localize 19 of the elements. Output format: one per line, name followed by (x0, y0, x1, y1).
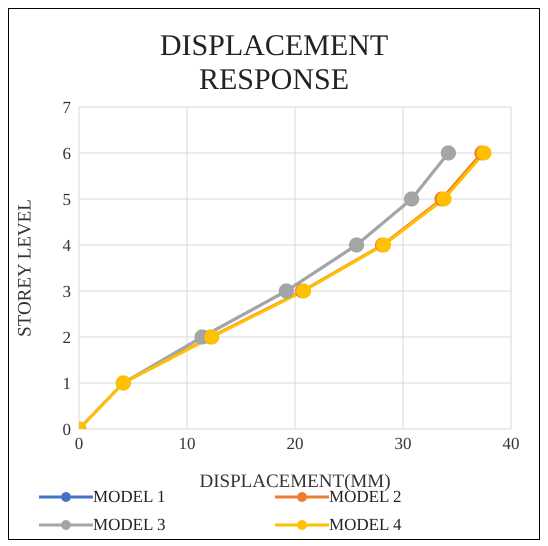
legend-label: MODEL 4 (329, 515, 402, 535)
y-tick-label: 7 (62, 98, 72, 118)
y-tick-label: 5 (62, 190, 71, 210)
y-tick-label: 6 (62, 144, 71, 164)
y-tick-label: 0 (62, 420, 71, 440)
legend-label: MODEL 1 (93, 487, 166, 507)
y-tick-label: 4 (62, 236, 72, 256)
y-axis-title: STOREY LEVEL (14, 199, 36, 337)
x-tick-label: 0 (74, 434, 84, 454)
y-tick-label: 2 (62, 328, 71, 348)
legend-label: MODEL 3 (93, 515, 166, 535)
x-tick-label: 20 (286, 434, 304, 454)
x-axis-title: DISPLACEMENT(MM) (199, 471, 391, 492)
x-tick-label: 10 (178, 434, 196, 454)
y-tick-label: 3 (62, 282, 71, 302)
chart-title: DISPLACEMENT RESPONSE (158, 28, 390, 97)
y-tick-label: 1 (62, 374, 71, 394)
x-tick-label: 30 (394, 434, 412, 454)
x-tick-label: 40 (502, 434, 520, 454)
